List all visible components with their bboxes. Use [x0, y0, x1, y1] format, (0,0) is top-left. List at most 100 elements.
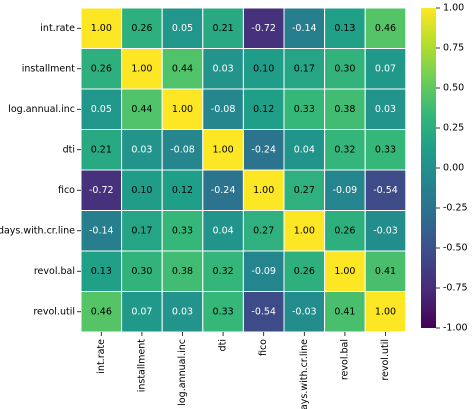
cell-value-label: 1.00 — [91, 23, 112, 34]
colorbar-ticks: 1.00 0.75 0.50 0.25 0.00 -0.25 -0.50 -0.75 -1.00 — [436, 3, 468, 334]
cell-value-label: -0.09 — [251, 266, 276, 277]
heatmap-cell — [161, 129, 204, 171]
heatmap-cell — [242, 210, 285, 252]
cell-value-label: 0.05 — [91, 104, 112, 115]
cell-value-label: 0.10 — [131, 185, 152, 196]
cell-value-label: 0.13 — [334, 23, 355, 34]
cell-value-label: 0.04 — [294, 144, 315, 155]
cell-value-label: 0.33 — [375, 144, 396, 155]
cell-value-label: 1.00 — [172, 104, 193, 115]
cell-value-label: 0.30 — [131, 266, 152, 277]
cell-value-label: -0.14 — [89, 225, 114, 236]
heatmap-cell — [242, 88, 285, 130]
colorbar-tick-label: -0.25 — [443, 203, 468, 214]
column-tick-label: int.rate — [96, 339, 107, 374]
heatmap-cell — [283, 48, 326, 90]
colorbar: 1.00 0.75 0.50 0.25 0.00 -0.25 -0.50 -0.75 -1.00 — [421, 3, 468, 334]
cell-value-label: 0.12 — [172, 185, 193, 196]
cell-value-label: 0.26 — [294, 266, 315, 277]
heatmap-cell — [364, 88, 407, 130]
heatmap-cell — [161, 88, 204, 130]
heatmap-cell — [202, 129, 244, 171]
row-tick-label: revol.util — [33, 306, 75, 317]
cell-value-label: 0.03 — [375, 104, 396, 115]
cell-value-label: 1.00 — [294, 225, 315, 236]
row-tick-label: int.rate — [40, 23, 75, 34]
cell-value-label: 0.17 — [294, 63, 315, 74]
colorbar-tick-label: -0.50 — [443, 243, 468, 254]
row-tick-label: days.with.cr.line — [0, 225, 75, 236]
cell-value-label: -0.24 — [211, 185, 236, 196]
colorbar-tick-label: 0.50 — [443, 83, 464, 94]
row-tick-label: dti — [63, 144, 75, 155]
cell-value-label: 0.46 — [91, 306, 112, 317]
colorbar-tick-label: -0.75 — [443, 283, 468, 294]
cell-value-label: 0.44 — [172, 63, 193, 74]
heatmap-cell — [121, 250, 163, 292]
heatmap-cell — [161, 291, 204, 333]
heatmap-cell — [161, 250, 204, 292]
cell-value-label: 0.27 — [294, 185, 315, 196]
heatmap-cell — [324, 250, 366, 292]
heatmap-cell — [202, 48, 244, 90]
colorbar-tick-label: -1.00 — [443, 323, 468, 334]
cell-value-label: -0.03 — [373, 225, 398, 236]
cell-value-label: 0.32 — [213, 266, 234, 277]
heatmap-cell — [283, 210, 326, 252]
cell-value-label: -0.08 — [170, 144, 195, 155]
cell-value-label: -0.08 — [211, 104, 236, 115]
heatmap-cell — [121, 48, 163, 90]
cell-value-label: -0.72 — [89, 185, 114, 196]
heatmap-cell — [324, 88, 366, 130]
heatmap-cell — [283, 7, 326, 49]
heatmap-cell — [202, 88, 244, 130]
cell-value-label: -0.54 — [251, 306, 276, 317]
cell-value-label: 1.00 — [334, 266, 355, 277]
cell-value-label: 0.41 — [334, 306, 355, 317]
cell-annotations: 1.00 0.26 0.05 0.21 -0.72 -0.14 0.13 0.46 0.26 1.… — [89, 23, 398, 318]
column-tick-label: log.annual.inc — [177, 339, 188, 406]
heatmap-cell — [202, 169, 244, 211]
heatmap-cell — [242, 169, 285, 211]
cell-value-label: 0.44 — [131, 104, 152, 115]
cell-value-label: 1.00 — [253, 185, 274, 196]
cell-value-label: 0.38 — [334, 104, 355, 115]
cell-value-label: 0.13 — [91, 266, 112, 277]
cell-value-label: 0.33 — [213, 306, 234, 317]
column-tick-label: revol.bal — [339, 339, 350, 380]
cell-value-label: -0.09 — [333, 185, 358, 196]
cell-value-label: 0.04 — [213, 225, 234, 236]
cell-value-label: 1.00 — [213, 144, 234, 155]
heatmap-cell — [242, 129, 285, 171]
heatmap-cell — [364, 169, 407, 211]
cell-value-label: 0.46 — [375, 23, 396, 34]
heatmap-cell — [121, 210, 163, 252]
column-tick-label: installment — [136, 339, 147, 393]
cell-value-label: 1.00 — [131, 63, 152, 74]
row-tick-labels: int.rate installment log.annual.inc dti fico… — [0, 23, 81, 317]
heatmap-cell — [283, 250, 326, 292]
cell-value-label: 0.03 — [213, 63, 234, 74]
cell-value-label: 0.03 — [131, 144, 152, 155]
cell-value-label: 0.10 — [253, 63, 274, 74]
heatmap-cell — [121, 7, 163, 49]
cell-value-label: 0.33 — [294, 104, 315, 115]
cell-value-label: 0.03 — [172, 306, 193, 317]
heatmap-cell — [80, 250, 123, 292]
colorbar-gradient — [421, 8, 436, 328]
colorbar-tick-label: 1.00 — [443, 3, 464, 14]
cell-value-label: 0.17 — [131, 225, 152, 236]
column-tick-labels: int.rate installment log.annual.inc dti fico… — [96, 332, 391, 409]
cell-value-label: 0.05 — [172, 23, 193, 34]
heatmap-cells — [80, 7, 407, 333]
cell-value-label: 0.30 — [334, 63, 355, 74]
cell-value-label: 0.07 — [375, 63, 396, 74]
column-tick-label: days.with.cr.line — [299, 339, 310, 409]
heatmap-cell — [324, 129, 366, 171]
heatmap-cell — [364, 7, 407, 49]
cell-value-label: -0.54 — [373, 185, 398, 196]
cell-value-label: -0.03 — [292, 306, 317, 317]
heatmap-cell — [242, 250, 285, 292]
cell-value-label: 0.27 — [253, 225, 274, 236]
